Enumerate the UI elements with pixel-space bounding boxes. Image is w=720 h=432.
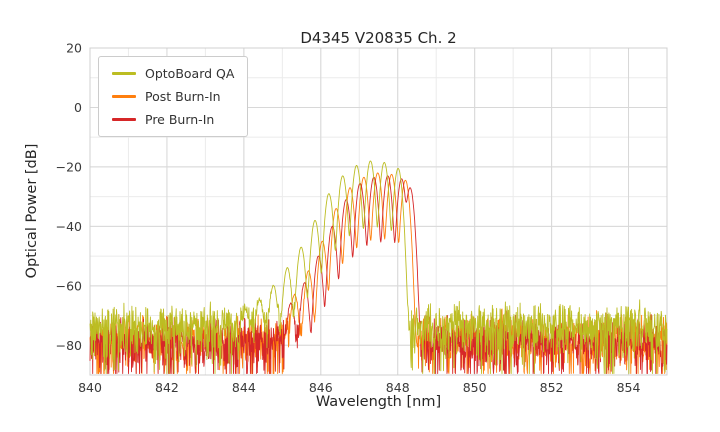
x-tick-label: 848	[386, 380, 410, 395]
legend-line-swatch	[112, 95, 136, 98]
x-axis-label: Wavelength [nm]	[315, 394, 442, 410]
series-line-optoboard-qa	[89, 160, 668, 374]
x-tick-label: 850	[463, 380, 487, 395]
plot-border	[89, 47, 668, 376]
legend-item: Pre Burn-In	[112, 112, 234, 127]
x-tick-label: 846	[309, 380, 333, 395]
x-tick-label: 844	[232, 380, 256, 395]
chart-title: D4345 V20835 Ch. 2	[300, 29, 457, 47]
legend: OptoBoard QA Post Burn-In Pre Burn-In	[98, 56, 249, 137]
y-tick-label: −60	[56, 278, 82, 293]
legend-item: Post Burn-In	[112, 89, 234, 104]
legend-item-label: Pre Burn-In	[145, 112, 215, 127]
y-tick-label: −80	[56, 338, 82, 353]
y-tick-label: 20	[66, 41, 82, 56]
y-axis-label: Optical Power [dB]	[24, 143, 40, 279]
x-tick-label: 842	[155, 380, 179, 395]
y-tick-label: −40	[56, 219, 82, 234]
legend-item-label: Post Burn-In	[145, 89, 221, 104]
x-tick-label: 854	[617, 380, 641, 395]
y-tick-label: 0	[74, 100, 82, 115]
y-tick-label: −20	[56, 159, 82, 174]
x-tick-label: 840	[78, 380, 102, 395]
legend-line-swatch	[112, 118, 136, 121]
legend-item-label: OptoBoard QA	[145, 66, 235, 81]
x-tick-label: 852	[540, 380, 564, 395]
legend-line-swatch	[112, 72, 136, 75]
legend-item: OptoBoard QA	[112, 66, 234, 81]
